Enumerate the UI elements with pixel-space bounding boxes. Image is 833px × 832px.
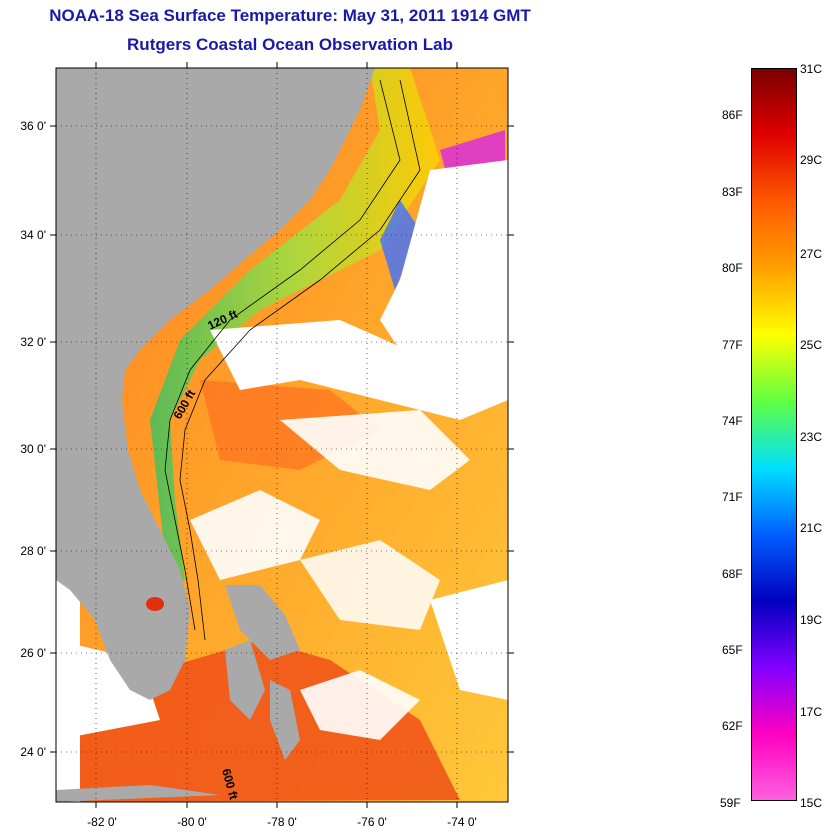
celsius-label: 15C (800, 796, 823, 810)
celsius-label: 21C (800, 521, 823, 535)
lon-label: -80 0' (177, 815, 207, 829)
fahrenheit-label: 68F (722, 567, 743, 581)
celsius-label: 27C (800, 247, 823, 261)
fahrenheit-label: 86F (722, 108, 743, 122)
island (56, 785, 220, 802)
lon-label: -78 0' (267, 815, 297, 829)
celsius-label: 29C (800, 153, 823, 167)
island (270, 680, 300, 760)
cloud-cover (190, 490, 320, 580)
fahrenheit-label: 59F (720, 796, 741, 810)
cloud-cover (380, 160, 508, 380)
lat-label: 36 0' (20, 119, 46, 133)
map-title: NOAA-18 Sea Surface Temperature: May 31,… (49, 6, 531, 25)
fahrenheit-label: 71F (722, 490, 743, 504)
fahrenheit-label: 80F (722, 261, 743, 275)
lon-label: -74 0' (447, 815, 477, 829)
map-frame (55, 67, 509, 803)
cold-water-patch (380, 200, 420, 290)
cloud-cover (300, 540, 440, 630)
lat-label: 26 0' (20, 646, 46, 660)
cloud-cover (430, 580, 508, 700)
lon-label: -82 0' (87, 815, 117, 829)
fahrenheit-label: 83F (722, 185, 743, 199)
land-mass (56, 68, 375, 700)
lat-label: 32 0' (20, 335, 46, 349)
cloud-cover (280, 410, 470, 490)
tick-marks (50, 62, 514, 808)
cloud-cover (300, 670, 420, 740)
lat-label: 28 0' (20, 544, 46, 558)
celsius-label: 19C (800, 613, 823, 627)
coastal-cool-band (150, 68, 440, 600)
lon-label: -76 0' (357, 815, 387, 829)
contour-600ft (179, 79, 421, 641)
celsius-label: 31C (800, 62, 823, 76)
island (225, 585, 300, 660)
cloud-cover (210, 320, 508, 420)
fahrenheit-label: 62F (722, 719, 743, 733)
lat-label: 34 0' (20, 228, 46, 242)
fahrenheit-label: 65F (722, 643, 743, 657)
graticule (56, 68, 508, 802)
fahrenheit-label: 74F (722, 414, 743, 428)
lake-okeechobee (146, 597, 164, 611)
temperature-colorbar (751, 68, 797, 801)
contour-120ft (164, 79, 401, 631)
fahrenheit-label: 77F (722, 338, 743, 352)
lat-label: 30 0' (20, 442, 46, 456)
map-subtitle: Rutgers Coastal Ocean Observation Lab (127, 35, 453, 54)
lat-label: 24 0' (20, 745, 46, 759)
island (225, 640, 265, 720)
celsius-label: 25C (800, 338, 823, 352)
celsius-label: 23C (800, 430, 823, 444)
celsius-label: 17C (800, 705, 823, 719)
